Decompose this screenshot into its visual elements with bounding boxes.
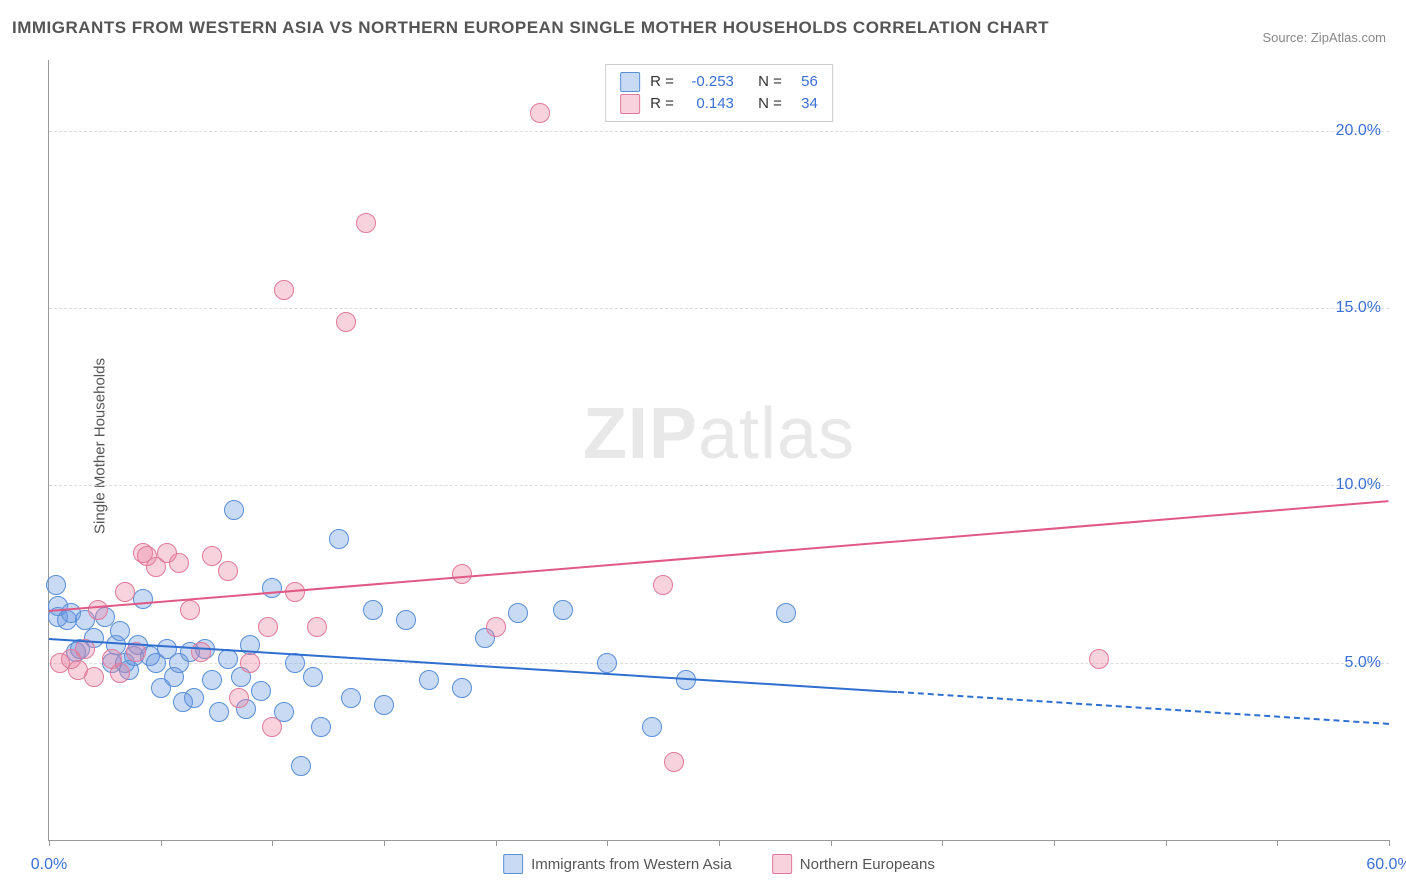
data-point (374, 695, 394, 715)
gridline (49, 131, 1389, 132)
data-point (84, 667, 104, 687)
xtick (942, 840, 943, 846)
data-point (180, 600, 200, 620)
source-text: Source: ZipAtlas.com (1262, 30, 1386, 45)
xtick (49, 840, 50, 846)
data-point (311, 717, 331, 737)
data-point (676, 670, 696, 690)
data-point (776, 603, 796, 623)
data-point (452, 564, 472, 584)
data-point (262, 717, 282, 737)
data-point (486, 617, 506, 637)
data-point (336, 312, 356, 332)
data-point (110, 621, 130, 641)
data-point (664, 752, 684, 772)
data-point (88, 600, 108, 620)
r-label: R = (650, 71, 674, 93)
data-point (274, 280, 294, 300)
data-point (191, 642, 211, 662)
ytick-label: 15.0% (1336, 299, 1381, 317)
gridline (49, 308, 1389, 309)
legend-item-blue: Immigrants from Western Asia (503, 854, 732, 874)
bottom-legend: Immigrants from Western Asia Northern Eu… (503, 854, 935, 874)
xtick-label: 0.0% (31, 856, 67, 874)
xtick (384, 840, 385, 846)
xtick (272, 840, 273, 846)
gridline (49, 485, 1389, 486)
trend-line (49, 500, 1389, 612)
data-point (218, 649, 238, 669)
xtick (831, 840, 832, 846)
data-point (363, 600, 383, 620)
data-point (396, 610, 416, 630)
stats-row-pink: R = 0.143 N = 34 (620, 93, 818, 115)
data-point (419, 670, 439, 690)
legend-label-pink: Northern Europeans (800, 856, 935, 873)
xtick-label: 60.0% (1366, 856, 1406, 874)
data-point (46, 575, 66, 595)
data-point (530, 103, 550, 123)
data-point (262, 578, 282, 598)
data-point (184, 688, 204, 708)
r-label: R = (650, 93, 674, 115)
trend-line (898, 691, 1389, 725)
data-point (356, 213, 376, 233)
data-point (169, 553, 189, 573)
data-point (110, 663, 130, 683)
data-point (597, 653, 617, 673)
stats-row-blue: R = -0.253 N = 56 (620, 71, 818, 93)
watermark-text: ZIPatlas (583, 393, 855, 475)
data-point (224, 500, 244, 520)
xtick (1166, 840, 1167, 846)
data-point (251, 681, 271, 701)
stats-legend-box: R = -0.253 N = 56 R = 0.143 N = 34 (605, 64, 833, 122)
xtick (607, 840, 608, 846)
swatch-blue-icon (503, 854, 523, 874)
data-point (218, 561, 238, 581)
xtick (496, 840, 497, 846)
ytick-label: 5.0% (1345, 654, 1381, 672)
data-point (553, 600, 573, 620)
xtick (1389, 840, 1390, 846)
ytick-label: 10.0% (1336, 476, 1381, 494)
legend-item-pink: Northern Europeans (772, 854, 935, 874)
n-value-blue: 56 (792, 71, 818, 93)
watermark-bold: ZIP (583, 394, 698, 474)
legend-label-blue: Immigrants from Western Asia (531, 856, 732, 873)
data-point (642, 717, 662, 737)
data-point (202, 670, 222, 690)
data-point (307, 617, 327, 637)
ytick-label: 20.0% (1336, 122, 1381, 140)
n-label: N = (758, 71, 782, 93)
n-value-pink: 34 (792, 93, 818, 115)
data-point (229, 688, 249, 708)
data-point (341, 688, 361, 708)
swatch-pink-icon (620, 94, 640, 114)
data-point (133, 589, 153, 609)
data-point (653, 575, 673, 595)
data-point (258, 617, 278, 637)
chart-title: IMMIGRANTS FROM WESTERN ASIA VS NORTHERN… (12, 18, 1049, 38)
data-point (303, 667, 323, 687)
xtick (1277, 840, 1278, 846)
swatch-blue-icon (620, 72, 640, 92)
n-label: N = (758, 93, 782, 115)
r-value-pink: 0.143 (684, 93, 734, 115)
chart-container: IMMIGRANTS FROM WESTERN ASIA VS NORTHERN… (0, 0, 1406, 892)
data-point (508, 603, 528, 623)
watermark-light: atlas (698, 394, 855, 474)
data-point (115, 582, 135, 602)
xtick (161, 840, 162, 846)
data-point (209, 702, 229, 722)
data-point (1089, 649, 1109, 669)
data-point (291, 756, 311, 776)
swatch-pink-icon (772, 854, 792, 874)
xtick (1054, 840, 1055, 846)
data-point (452, 678, 472, 698)
data-point (329, 529, 349, 549)
r-value-blue: -0.253 (684, 71, 734, 93)
data-point (240, 653, 260, 673)
plot-area: ZIPatlas R = -0.253 N = 56 R = 0.143 N =… (48, 60, 1389, 841)
xtick (719, 840, 720, 846)
